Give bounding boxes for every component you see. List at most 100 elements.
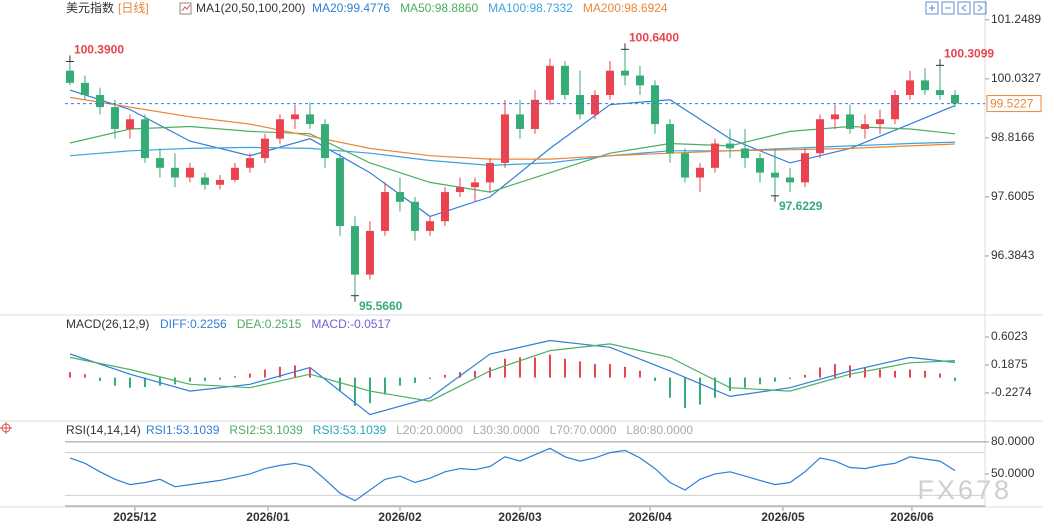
macd-bar <box>563 358 566 378</box>
candle-body <box>785 177 794 183</box>
macd-bar <box>728 377 731 392</box>
macd-bar <box>233 376 236 378</box>
zoom-in-button[interactable] <box>925 1 939 15</box>
last-price-box <box>986 95 1042 113</box>
candle-body <box>335 158 344 227</box>
candle-body <box>755 158 764 173</box>
macd-bar <box>488 367 491 378</box>
move-left-button[interactable] <box>957 1 971 15</box>
macd-bar <box>218 377 221 380</box>
candle-body <box>530 99 539 129</box>
macd-bar <box>788 377 791 379</box>
macd-bar <box>938 373 941 378</box>
candle-body <box>770 172 779 178</box>
y-tick-label: 101.2489 <box>991 12 1041 26</box>
macd-bar <box>158 377 161 386</box>
y-tick-label: 97.6005 <box>991 189 1035 203</box>
candle-body <box>860 124 869 129</box>
macd-bar <box>83 374 86 378</box>
legend-entry: RSI2:53.1039 <box>229 423 303 437</box>
x-tick-label: 2026/02 <box>378 510 422 524</box>
macd-bar <box>803 374 806 378</box>
candle-body <box>245 158 254 168</box>
candle-body <box>140 119 149 159</box>
candle-body <box>380 192 389 231</box>
macd-bar <box>908 369 911 378</box>
candle-body <box>830 114 839 120</box>
indicator-icon-line <box>181 4 191 12</box>
x-tick-label: 2025/12 <box>113 510 157 524</box>
macd-bar <box>893 370 896 378</box>
macd-bar <box>203 377 206 381</box>
candle-body <box>680 153 689 178</box>
candle-body <box>875 119 884 125</box>
candle-body <box>605 70 614 95</box>
candle-body <box>65 70 74 83</box>
indicator-icon[interactable] <box>179 2 192 15</box>
macd-bar <box>98 377 101 381</box>
legend-entry: MACD:-0.0517 <box>311 317 391 331</box>
candle-body <box>470 182 479 188</box>
y-tick-label: 96.3843 <box>991 248 1035 262</box>
candle-body <box>935 90 944 95</box>
candle-body <box>845 114 854 129</box>
macd-bar <box>848 365 851 378</box>
y-tick-label: 98.8166 <box>991 130 1035 144</box>
macd-bar <box>458 372 461 378</box>
y-tick-label: 100.0327 <box>991 71 1041 85</box>
macd-bar <box>353 377 356 406</box>
candle-body <box>275 119 284 139</box>
legend-entry: L80:80.0000 <box>626 423 693 437</box>
candle-body <box>80 82 89 95</box>
candle-body <box>125 119 134 129</box>
legend-entry: L30:30.0000 <box>473 423 540 437</box>
y-tick-label: 50.0000 <box>991 466 1035 480</box>
candle-body <box>350 226 359 275</box>
move-right-icon <box>977 4 983 12</box>
macd-bar <box>278 366 281 378</box>
x-tick-label: 2026/06 <box>890 510 934 524</box>
legend-entry: RSI1:53.1039 <box>146 423 220 437</box>
indicator-icon-frame <box>179 2 192 15</box>
candle-body <box>110 107 119 129</box>
candle-body <box>905 80 914 95</box>
y-tick-label: -0.2274 <box>991 385 1032 399</box>
period-label[interactable]: [日线] <box>118 1 149 15</box>
toolbar <box>925 1 987 15</box>
macd-bar <box>143 377 146 388</box>
macd-line <box>69 339 956 416</box>
candle-body <box>740 148 749 159</box>
move-right-button[interactable] <box>973 1 987 15</box>
macd-bar <box>308 368 311 378</box>
macd-bar <box>653 377 656 381</box>
rsi-line <box>69 447 956 502</box>
macd-bar <box>833 364 836 378</box>
indicator-label: MA1(20,50,100,200) <box>196 1 305 15</box>
annotation-label: 100.6400 <box>629 30 679 44</box>
macd-bar <box>773 377 776 382</box>
zoom-out-button[interactable] <box>941 1 955 15</box>
y-tick-label: 0.1875 <box>991 357 1028 371</box>
macd-bar <box>68 372 71 378</box>
crosshair-icon[interactable] <box>0 422 12 434</box>
candle-body <box>455 187 464 193</box>
candle-body <box>665 124 674 154</box>
macd-bar <box>128 377 131 388</box>
candle-body <box>950 94 959 104</box>
macd-bar <box>368 377 371 404</box>
legend-entry: MA20:99.4776 <box>312 1 390 15</box>
candle-body <box>170 167 179 178</box>
macd-bar <box>623 366 626 378</box>
macd-line <box>69 343 956 402</box>
x-tick-label: 2026/01 <box>246 510 290 524</box>
candle-body <box>650 85 659 125</box>
crosshair-lines <box>0 422 12 434</box>
legend-entry: L70:70.0000 <box>550 423 617 437</box>
candle-body <box>620 70 629 76</box>
zoom-in-icon <box>929 5 935 11</box>
candle-body <box>365 230 374 275</box>
macd-bar <box>863 367 866 378</box>
candle-body <box>410 201 419 231</box>
candle-body <box>920 80 929 91</box>
